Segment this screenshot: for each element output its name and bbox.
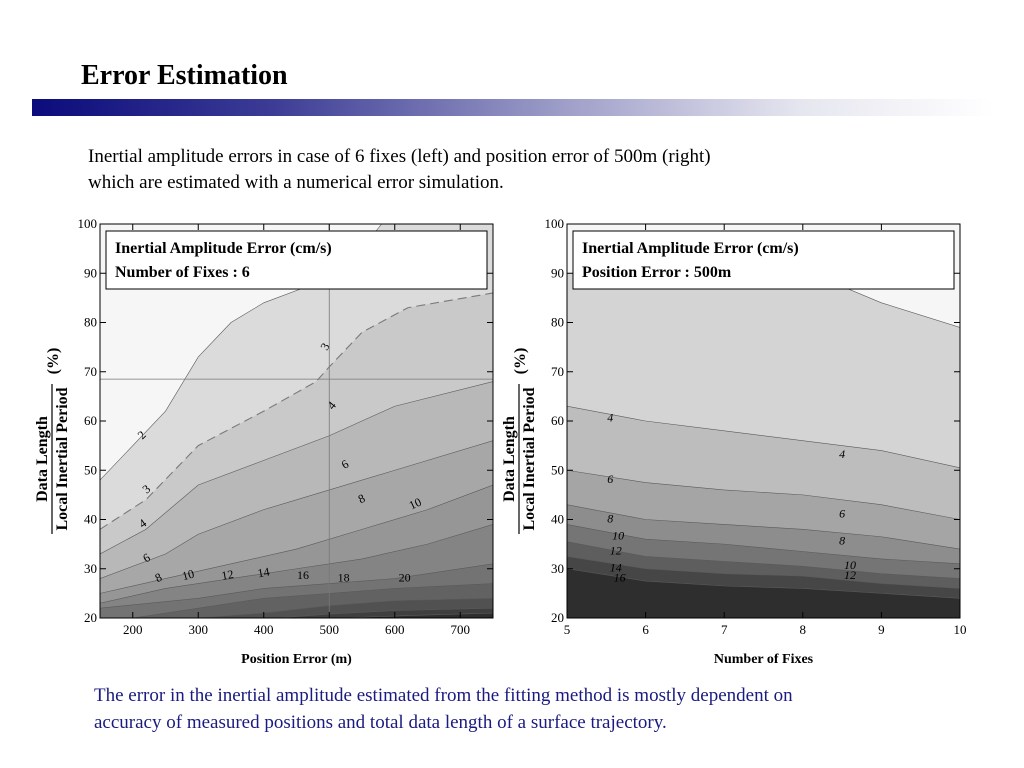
contour-label: 6 — [607, 472, 613, 486]
y-tick-label: 100 — [545, 216, 565, 231]
y-tick-label: 60 — [551, 413, 564, 428]
x-tick-label: 8 — [800, 622, 807, 637]
contour-label: 8 — [839, 533, 845, 547]
y-tick-label: 50 — [84, 462, 97, 477]
contour-line-18 — [276, 607, 493, 618]
legend-entry: Number of Fixes : 6 — [115, 264, 250, 281]
y-axis-label: Data Length Local Inertial Period (%) — [501, 348, 538, 534]
contour-line-10 — [100, 524, 493, 604]
y-tick-label: 80 — [84, 315, 97, 330]
contour-label: 4 — [839, 447, 845, 461]
title-gradient-bar — [32, 99, 994, 116]
contour-line-3 — [100, 292, 493, 530]
contour-line-14 — [132, 583, 493, 618]
contour-label: 10 — [407, 495, 424, 513]
y-tick-label: 20 — [84, 610, 97, 625]
legend-entry: Position Error : 500m — [582, 264, 732, 281]
contour-label: 4 — [607, 410, 613, 424]
x-tick-label: 10 — [954, 622, 967, 637]
x-tick-label: 5 — [564, 622, 571, 637]
y-tick-label: 40 — [551, 512, 564, 527]
x-axis-label: Number of Fixes — [714, 652, 814, 667]
contour-line-10 — [567, 524, 960, 565]
contour-label: 16 — [614, 570, 626, 584]
contour-band-16 — [567, 568, 960, 618]
contour-label: 6 — [839, 506, 845, 520]
legend-box — [572, 230, 955, 290]
y-tick-label: 30 — [551, 561, 564, 576]
intro-line: which are estimated with a numerical err… — [88, 172, 504, 193]
x-tick-label: 600 — [385, 622, 405, 637]
y-tick-label: 100 — [78, 216, 98, 231]
y-label-unit: (%) — [512, 348, 529, 375]
legend-entry: Inertial Amplitude Error (cm/s) — [582, 240, 799, 257]
y-label-denominator: Local Inertial Period — [521, 387, 538, 530]
y-tick-label: 60 — [84, 413, 97, 428]
contour-line-6 — [567, 469, 960, 520]
y-label-numerator: Data Length — [34, 416, 51, 502]
contour-label: 16 — [297, 568, 309, 582]
y-label-unit: (%) — [45, 348, 62, 375]
contour-label: 20 — [399, 570, 411, 584]
legend-box — [105, 230, 488, 290]
contour-label: 12 — [844, 568, 856, 582]
x-axis-label: Position Error (m) — [241, 652, 352, 667]
x-tick-label: 500 — [320, 622, 340, 637]
x-tick-label: 200 — [123, 622, 143, 637]
conclusion-line: accuracy of measured positions and total… — [94, 712, 667, 733]
y-tick-label: 80 — [551, 315, 564, 330]
y-tick-label: 50 — [551, 462, 564, 477]
contour-label: 10 — [612, 528, 624, 542]
contour-label: 8 — [356, 491, 367, 506]
contour-label: 18 — [338, 570, 350, 584]
contour-label: 8 — [153, 570, 164, 585]
y-label-denominator: Local Inertial Period — [54, 387, 71, 530]
contour-line-4 — [567, 405, 960, 469]
contour-label: 10 — [844, 558, 856, 572]
y-axis-label: Data Length Local Inertial Period (%) — [34, 348, 71, 534]
y-tick-label: 40 — [84, 512, 97, 527]
contour-label: 12 — [610, 543, 622, 557]
x-tick-label: 7 — [721, 622, 728, 637]
contour-label: 14 — [256, 565, 270, 581]
x-tick-label: 6 — [642, 622, 649, 637]
y-tick-label: 90 — [551, 265, 564, 280]
x-tick-label: 700 — [451, 622, 471, 637]
slide-title: Error Estimation — [81, 60, 288, 91]
contour-line-14 — [567, 556, 960, 589]
x-tick-label: 400 — [254, 622, 274, 637]
contour-line-6 — [100, 440, 493, 579]
contour-label: 14 — [610, 561, 622, 575]
contour-label: 10 — [180, 567, 195, 584]
contour-line-20 — [342, 612, 493, 618]
contour-line-8 — [100, 484, 493, 594]
contour-line-4 — [100, 381, 493, 555]
legend-entry: Inertial Amplitude Error (cm/s) — [115, 240, 332, 257]
y-tick-label: 90 — [84, 265, 97, 280]
y-tick-label: 20 — [551, 610, 564, 625]
conclusion-line: The error in the inertial amplitude esti… — [94, 685, 793, 706]
y-tick-label: 70 — [84, 364, 97, 379]
contour-label: 12 — [220, 567, 234, 583]
y-tick-label: 30 — [84, 561, 97, 576]
y-tick-label: 70 — [551, 364, 564, 379]
intro-line: Inertial amplitude errors in case of 6 f… — [88, 146, 711, 167]
contour-line-12 — [567, 541, 960, 579]
conclusion-paragraph: The error in the inertial amplitude esti… — [94, 682, 994, 736]
contour-line-16 — [567, 568, 960, 599]
intro-paragraph: Inertial amplitude errors in case of 6 f… — [88, 144, 888, 196]
contour-line-8 — [567, 504, 960, 550]
x-tick-label: 300 — [189, 622, 209, 637]
contour-label: 8 — [607, 511, 613, 525]
y-label-numerator: Data Length — [501, 416, 518, 502]
x-tick-label: 9 — [878, 622, 885, 637]
contour-line-12 — [100, 563, 493, 609]
